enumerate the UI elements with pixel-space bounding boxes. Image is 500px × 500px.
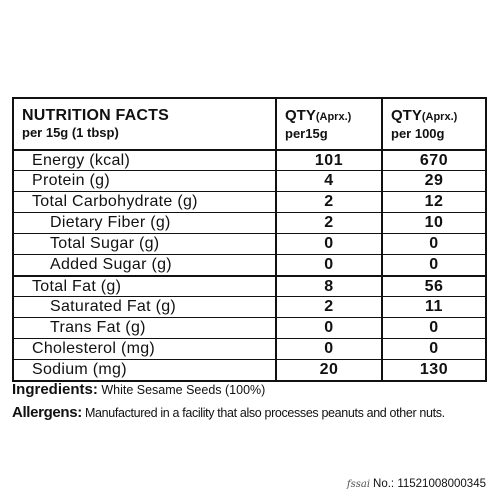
serving-size: per 15g (1 tbsp) xyxy=(22,125,119,140)
qty-text: QTY xyxy=(391,106,422,124)
per15g-label: per15g xyxy=(285,125,328,141)
value-per100g: 0 xyxy=(429,256,439,273)
qty-note: (Aprx.) xyxy=(421,110,458,123)
nutrient-name: Sodium (mg) xyxy=(14,360,277,380)
nutrient-name: Added Sugar (g) xyxy=(14,255,277,275)
value-per15g: 101 xyxy=(277,151,383,170)
value-per100g: 130 xyxy=(419,361,449,378)
nutrient-row: Saturated Fat (g) 2 11 xyxy=(14,296,485,317)
ingredients-text: White Sesame Seeds (100%) xyxy=(101,383,266,397)
table-body: Energy (kcal) 101 670 Protein (g) 4 29 Total C… xyxy=(14,149,485,380)
fssai-no-label: No.: xyxy=(373,478,395,490)
ingredients-line: Ingredients: White Sesame Seeds (100%) xyxy=(12,381,265,398)
nutrient-name: Saturated Fat (g) xyxy=(14,297,277,317)
value-per100g: 0 xyxy=(429,235,439,252)
header-title-cell: NUTRITION FACTS per 15g (1 tbsp) xyxy=(14,99,277,149)
header-per100g-cell: QTY(Aprx.) per 100g xyxy=(383,99,485,149)
qty-label: QTY(Aprx.) xyxy=(391,107,457,126)
value-per15g: 8 xyxy=(277,277,383,296)
qty-note: (Aprx.) xyxy=(315,110,352,123)
nutrient-row: Dietary Fiber (g) 2 10 xyxy=(14,212,485,233)
nutrition-facts-title: NUTRITION FACTS xyxy=(22,107,169,124)
value-per15g: 0 xyxy=(277,234,383,254)
fssai-number: 11521008000345 xyxy=(397,478,486,490)
allergens-label: Allergens: xyxy=(12,404,82,421)
nutrient-name: Total Carbohydrate (g) xyxy=(14,192,277,212)
value-per100g: 0 xyxy=(429,340,439,357)
nutrient-name: Cholesterol (mg) xyxy=(14,339,277,359)
nutrient-name: Protein (g) xyxy=(14,171,277,191)
value-per15g: 2 xyxy=(277,213,383,233)
qty-label: QTY(Aprx.) xyxy=(285,107,351,126)
value-per100g: 10 xyxy=(424,214,444,231)
value-per100g: 11 xyxy=(425,298,443,315)
table-header-row: NUTRITION FACTS per 15g (1 tbsp) QTY(Apr… xyxy=(14,99,485,149)
qty-text: QTY xyxy=(285,106,316,124)
nutrient-row: Cholesterol (mg) 0 0 xyxy=(14,338,485,359)
nutrient-name: Dietary Fiber (g) xyxy=(14,213,277,233)
nutrient-row: Sodium (mg) 20 130 xyxy=(14,359,485,380)
allergens-text: Manufactured in a facility that also pro… xyxy=(84,406,445,420)
allergens-line: Allergens: Manufactured in a facility th… xyxy=(12,404,445,421)
nutrition-table: NUTRITION FACTS per 15g (1 tbsp) QTY(Apr… xyxy=(12,97,487,382)
value-per100g: 12 xyxy=(424,193,444,210)
nutrient-row: Protein (g) 4 29 xyxy=(14,170,485,191)
nutrient-row: Total Sugar (g) 0 0 xyxy=(14,233,485,254)
per100g-label: per 100g xyxy=(391,125,445,141)
fssai-logo: fssai xyxy=(346,479,371,490)
nutrient-row: Trans Fat (g) 0 0 xyxy=(14,317,485,338)
nutrient-row: Energy (kcal) 101 670 xyxy=(14,149,485,170)
ingredients-label: Ingredients: xyxy=(12,381,98,398)
value-per100g: 670 xyxy=(419,151,449,169)
nutrient-name: Total Sugar (g) xyxy=(14,234,277,254)
nutrient-name: Energy (kcal) xyxy=(14,151,277,170)
value-per15g: 20 xyxy=(277,360,383,380)
nutrient-row: Total Carbohydrate (g) 2 12 xyxy=(14,191,485,212)
value-per15g: 2 xyxy=(277,297,383,317)
value-per100g: 0 xyxy=(429,319,439,336)
nutrient-row: Total Fat (g) 8 56 xyxy=(14,275,485,296)
value-per15g: 4 xyxy=(277,171,383,191)
value-per100g: 29 xyxy=(424,172,444,189)
value-per15g: 0 xyxy=(277,318,383,338)
header-per15g-cell: QTY(Aprx.) per15g xyxy=(277,99,383,149)
value-per15g: 2 xyxy=(277,192,383,212)
fssai-license: fssai No.: 11521008000345 xyxy=(347,478,486,490)
nutrient-name: Total Fat (g) xyxy=(14,277,277,296)
value-per15g: 0 xyxy=(277,255,383,275)
value-per100g: 56 xyxy=(424,277,444,295)
nutrient-name: Trans Fat (g) xyxy=(14,318,277,338)
value-per15g: 0 xyxy=(277,339,383,359)
nutrient-row: Added Sugar (g) 0 0 xyxy=(14,254,485,275)
